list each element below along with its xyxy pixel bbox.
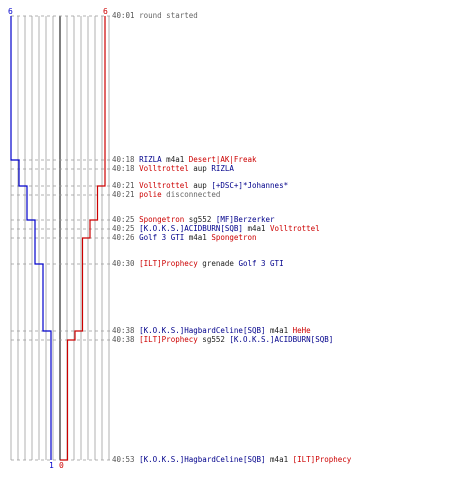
event-text: m4a1 (265, 326, 293, 335)
blue-start-count: 6 (8, 7, 13, 16)
event-text: m4a1 (242, 224, 271, 233)
blue-player-name: RIZLA (139, 155, 162, 164)
blue-player-name: [K.O.K.S.]HagbardCeline[SQB] (139, 326, 266, 335)
event-text: sg552 (184, 215, 216, 224)
blue-player-name: [MF]Berzerker (215, 215, 275, 224)
event-time: 40:01 (112, 11, 140, 20)
event-row: 40:21 polie disconnected (112, 190, 220, 199)
event-row: 40:30 [ILT]Prophecy grenade Golf 3 GTI (112, 259, 284, 268)
event-time: 40:38 (112, 335, 140, 344)
blue-team-line (10, 16, 52, 460)
blue-player-name: [K.O.K.S.]HagbardCeline[SQB] (139, 455, 266, 464)
red-player-name: Spongetron (211, 233, 257, 242)
blue-player-name: Golf 3 GTI (139, 233, 185, 242)
event-row: 40:21 Volltrottel aup [+DSC+]*Johannes* (112, 181, 288, 190)
blue-player-name: [K.O.K.S.]ACIDBURN[SQB] (139, 224, 243, 233)
red-player-name: Desert|AK|Freak (188, 155, 257, 164)
event-time: 40:21 (112, 190, 140, 199)
event-time: 40:30 (112, 259, 140, 268)
event-time: 40:18 (112, 155, 140, 164)
red-player-name: polie (139, 190, 162, 199)
event-time: 40:53 (112, 455, 140, 464)
event-text: m4a1 (265, 455, 293, 464)
blue-end-count: 1 (49, 461, 54, 470)
red-player-name: Volltrottel (139, 181, 189, 190)
blue-player-name: RIZLA (211, 164, 234, 173)
blue-player-name: [+DSC+]*Johannes* (211, 181, 289, 190)
event-text: disconnected (161, 190, 221, 199)
event-time: 40:21 (112, 181, 140, 190)
red-player-name: [ILT]Prophecy (292, 455, 352, 464)
event-time: 40:18 (112, 164, 140, 173)
event-text: grenade (197, 259, 239, 268)
event-text: round started (139, 11, 198, 20)
red-start-count: 6 (103, 7, 108, 16)
event-text: aup (188, 181, 212, 190)
event-text: m4a1 (161, 155, 189, 164)
blue-player-name: [K.O.K.S.]ACIDBURN[SQB] (229, 335, 334, 344)
event-row: 40:38 [K.O.K.S.]HagbardCeline[SQB] m4a1 … (112, 326, 311, 335)
event-time: 40:25 (112, 224, 140, 233)
red-player-name: [ILT]Prophecy (139, 259, 198, 268)
red-player-name: [ILT]Prophecy (139, 335, 198, 344)
event-row: 40:25 Spongetron sg552 [MF]Berzerker (112, 215, 275, 224)
blue-player-name: Golf 3 GTI (238, 259, 284, 268)
event-time: 40:26 (112, 233, 140, 242)
event-row: 40:01 round started (112, 11, 198, 20)
red-player-name: HeHe (292, 326, 311, 335)
event-row: 40:18 RIZLA m4a1 Desert|AK|Freak (112, 155, 257, 164)
event-row: 40:25 [K.O.K.S.]ACIDBURN[SQB] m4a1 Vollt… (112, 224, 320, 233)
event-time: 40:38 (112, 326, 140, 335)
red-player-name: Spongetron (139, 215, 185, 224)
event-text: m4a1 (184, 233, 212, 242)
red-end-count: 0 (59, 461, 64, 470)
event-time: 40:25 (112, 215, 140, 224)
event-text: sg552 (197, 335, 230, 344)
red-player-name: Volltrottel (270, 224, 320, 233)
red-player-name: Volltrottel (139, 164, 189, 173)
event-row: 40:18 Volltrottel aup RIZLA (112, 164, 234, 173)
red-team-line (60, 16, 106, 461)
event-text: aup (188, 164, 212, 173)
event-row: 40:53 [K.O.K.S.]HagbardCeline[SQB] m4a1 … (112, 455, 351, 464)
event-row: 40:38 [ILT]Prophecy sg552 [K.O.K.S.]ACID… (112, 335, 333, 344)
event-row: 40:26 Golf 3 GTI m4a1 Spongetron (112, 233, 257, 242)
